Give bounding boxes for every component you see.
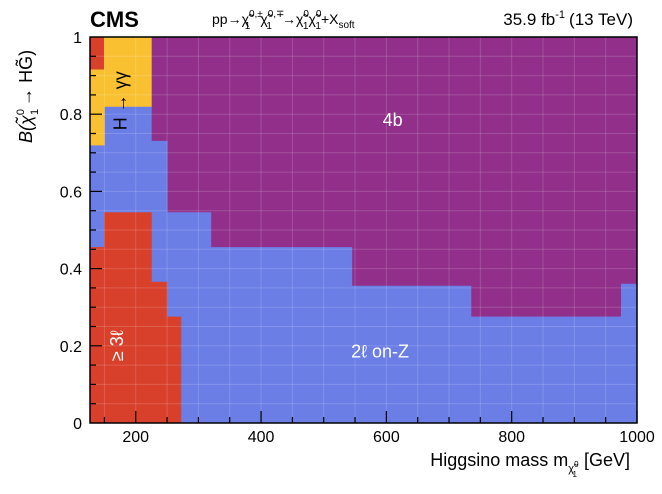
region-label-2l-on-z: 2ℓ on-Z — [351, 341, 409, 361]
lumi-value: 35.9 fb — [503, 10, 555, 29]
process-soft: soft — [338, 20, 354, 31]
process-sup-a: 0,± — [249, 9, 263, 20]
x-axis-title-sub-sup: 0 — [574, 460, 579, 469]
y-axis-title-rest: → HG̃) — [15, 50, 36, 106]
process-sup-d: 0 — [316, 9, 322, 20]
region-H-to-gamma-gamma — [89, 36, 152, 146]
y-tick-label: 0 — [73, 416, 82, 433]
process-sup-b: 0,∓ — [268, 9, 285, 20]
process-sub-b: 1 — [266, 21, 272, 32]
y-axis-title-sub: 1 — [29, 109, 41, 115]
x-tick-label: 400 — [248, 429, 275, 446]
tick-layer: 200 400 600 800 1000 0 0.2 0.4 0.6 0.8 1 — [60, 30, 655, 446]
process-sub-d: 1 — [315, 21, 321, 32]
process-sup-c: 0 — [303, 9, 309, 20]
lumi-energy: (13 TeV) — [569, 10, 633, 29]
region-label-h-gamma-gamma: H → γγ — [110, 71, 130, 130]
region-layer — [89, 36, 638, 424]
process-sub-a: 1 — [245, 21, 251, 32]
lumi-exponent: -1 — [555, 9, 565, 21]
y-axis-title: B(χ̃0 1 → HG̃) — [15, 50, 41, 143]
process-sub-c: 1 — [303, 21, 309, 32]
region-label-4b: 4b — [383, 110, 403, 130]
y-tick-label: 1 — [73, 30, 82, 47]
region-label-layer: 4b 2ℓ on-Z ≥ 3ℓ H → γγ — [107, 71, 409, 361]
y-tick-label: 0.8 — [60, 107, 82, 124]
x-tick-label: 200 — [122, 429, 149, 446]
y-axis-title-sup: 0 — [15, 109, 27, 115]
x-tick-label: 1000 — [619, 429, 655, 446]
x-tick-label: 800 — [498, 429, 525, 446]
region-label-3l: ≥ 3ℓ — [107, 330, 127, 361]
y-tick-label: 0.4 — [60, 262, 82, 279]
y-tick-label: 0.6 — [60, 184, 82, 201]
process-arrow: → — [282, 11, 296, 27]
process-prefix: pp→ — [212, 11, 242, 27]
x-axis-title-sub-index: 1 — [573, 470, 578, 479]
region-3l-corner — [89, 36, 105, 71]
x-tick-label: 600 — [373, 429, 400, 446]
process-label: pp→χ̃0,± 1 χ̃0,∓ 1 →χ̃0 1χ̃0 1+Xsoft — [212, 9, 355, 32]
x-axis-title-main: Higgsino mass m — [430, 450, 568, 470]
y-axis-title-main: B(χ̃ — [15, 114, 36, 143]
y-tick-label: 0.2 — [60, 339, 82, 356]
x-axis-title: Higgsino mass mχ̃0 1 [GeV] — [430, 450, 630, 479]
region-3l — [89, 212, 182, 424]
process-plus-x: +X — [321, 11, 339, 27]
x-axis-title-sub: χ̃ — [568, 463, 578, 475]
grid-layer — [90, 37, 637, 423]
x-axis-title-unit: [GeV] — [584, 450, 630, 470]
cms-tag: CMS — [90, 7, 139, 32]
luminosity-label: 35.9 fb-1 (13 TeV) — [503, 9, 633, 29]
